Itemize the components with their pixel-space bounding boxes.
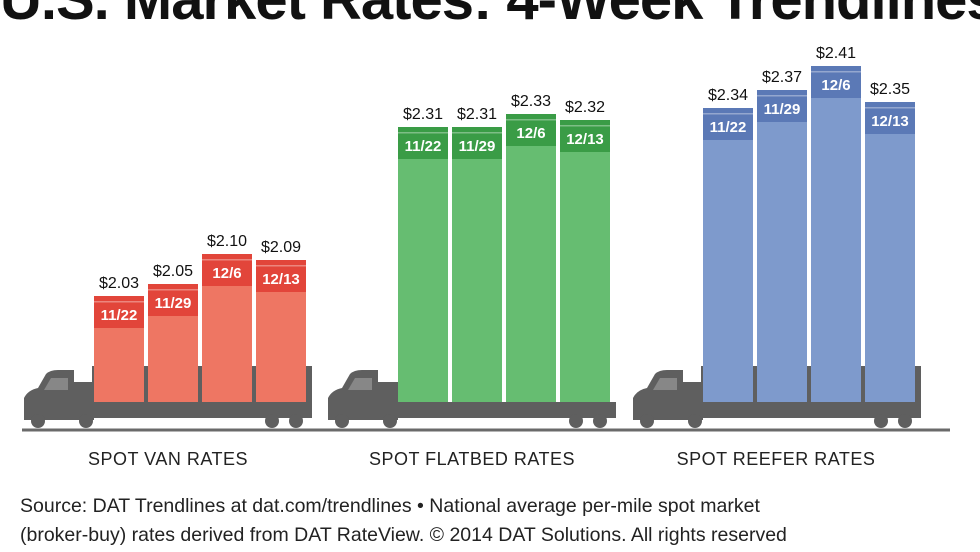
van-bar-band-line-4 (256, 265, 306, 267)
reefer-truck-cab (633, 370, 683, 420)
reefer-truck-wheel-4 (898, 414, 912, 428)
van-date-label-1: 11/22 (101, 307, 138, 324)
van-truck-wheel-4 (289, 414, 303, 428)
flatbed-truck-cab (328, 370, 378, 420)
reefer-bar-4 (865, 102, 915, 402)
flatbed-truck-chassis (358, 410, 616, 418)
flatbed-date-label-2: 11/29 (459, 138, 496, 155)
van-bar-band-line-3 (202, 259, 252, 261)
flatbed-truck-wheel-1 (335, 414, 349, 428)
flatbed-date-label-3: 12/6 (516, 125, 545, 142)
van-bar-band-3 (202, 254, 252, 286)
reefer-truck-wheel-2 (688, 414, 702, 428)
flatbed-bar-band-3 (506, 114, 556, 146)
reefer-price-label-4: $2.35 (870, 81, 910, 98)
van-truck-wheel-1 (31, 414, 45, 428)
van-date-label-4: 12/13 (262, 271, 300, 288)
flatbed-rate-bars: 11/22 $2.31 11/29 $2.31 12/6 $2.33 12/13 $2.32 (398, 93, 610, 402)
van-price-label-2: $2.05 (153, 263, 193, 280)
flatbed-chart-label: SPOT FLATBED RATES (369, 449, 575, 469)
source-line-1: Source: DAT Trendlines at dat.com/trendl… (20, 495, 760, 517)
flatbed-bar-band-line-2 (452, 132, 502, 134)
van-truck-wheel-3 (265, 414, 279, 428)
source-line-2: (broker-buy) rates derived from DAT Rate… (20, 524, 787, 546)
reefer-bar-band-line-2 (757, 95, 807, 97)
flatbed-truck-wheel-3 (569, 414, 583, 428)
van-truck-wheel-2 (79, 414, 93, 428)
flatbed-date-label-4: 12/13 (566, 131, 604, 148)
reefer-bar-band-line-3 (811, 71, 861, 73)
flatbed-price-label-2: $2.31 (457, 106, 497, 123)
flatbed-truck-deck (394, 402, 616, 412)
flatbed-bar-band-4 (560, 120, 610, 152)
reefer-bar-band-line-1 (703, 113, 753, 115)
flatbed-bar-1 (398, 127, 448, 402)
flatbed-bar-band-2 (452, 127, 502, 159)
van-truck-chassis (54, 410, 312, 418)
flatbed-bar-band-line-1 (398, 132, 448, 134)
van-bar-band-1 (94, 296, 144, 328)
flatbed-bar-4 (560, 120, 610, 402)
reefer-bar-2 (757, 90, 807, 402)
flatbed-bar-3 (506, 114, 556, 402)
van-date-label-2: 11/29 (155, 295, 192, 312)
van-bar-band-2 (148, 284, 198, 316)
source-note: Source: DAT Trendlines at dat.com/trendl… (20, 492, 960, 550)
flatbed-truck-wheel-2 (383, 414, 397, 428)
reefer-truck-wheel-3 (874, 414, 888, 428)
reefer-date-label-1: 11/22 (710, 119, 747, 136)
flatbed-truck-wheel-4 (593, 414, 607, 428)
chart-labels: SPOT VAN RATES SPOT FLATBED RATES SPOT REE… (88, 449, 875, 469)
reefer-bar-1 (703, 108, 753, 402)
van-chart-label: SPOT VAN RATES (88, 449, 248, 469)
flatbed-date-label-1: 11/22 (405, 138, 442, 155)
reefer-bar-band-1 (703, 108, 753, 140)
flatbed-price-label-4: $2.32 (565, 99, 605, 116)
van-bar-band-line-2 (148, 289, 198, 291)
flatbed-truck-icon (328, 370, 616, 428)
flatbed-bar-band-line-4 (560, 125, 610, 127)
flatbed-truck-window (348, 378, 372, 390)
van-price-label-1: $2.03 (99, 275, 139, 292)
flatbed-bar-band-line-3 (506, 119, 556, 121)
van-rate-bars: 11/22 $2.03 11/29 $2.05 12/6 $2.10 12/13 $2.09 (94, 233, 306, 402)
reefer-bar-3 (811, 66, 861, 402)
reefer-chart-label: SPOT REEFER RATES (677, 449, 876, 469)
van-price-label-3: $2.10 (207, 233, 247, 250)
flatbed-price-label-3: $2.33 (511, 93, 551, 110)
reefer-bar-band-3 (811, 66, 861, 98)
van-price-label-4: $2.09 (261, 239, 301, 256)
reefer-bar-band-4 (865, 102, 915, 134)
van-bar-band-4 (256, 260, 306, 292)
flatbed-price-label-1: $2.31 (403, 106, 443, 123)
reefer-price-label-3: $2.41 (816, 45, 856, 62)
flatbed-bar-2 (452, 127, 502, 402)
van-truck-window (44, 378, 68, 390)
reefer-date-label-4: 12/13 (871, 113, 909, 130)
reefer-price-label-1: $2.34 (708, 87, 748, 104)
reefer-truck-wheel-1 (640, 414, 654, 428)
reefer-date-label-3: 12/6 (821, 77, 850, 94)
reefer-price-label-2: $2.37 (762, 69, 802, 86)
van-truck-cab (24, 370, 74, 420)
reefer-rate-bars: 11/22 $2.34 11/29 $2.37 12/6 $2.41 12/13 $2.35 (703, 45, 915, 402)
flatbed-bar-band-1 (398, 127, 448, 159)
reefer-bar-band-line-4 (865, 107, 915, 109)
van-bar-band-line-1 (94, 301, 144, 303)
chart-title: U.S. Market Rates: 4-Week Trendlines (0, 0, 980, 33)
reefer-bar-band-2 (757, 90, 807, 122)
reefer-date-label-2: 11/29 (764, 101, 801, 118)
van-date-label-3: 12/6 (212, 265, 241, 282)
reefer-truck-window (653, 378, 677, 390)
reefer-truck-chassis (663, 410, 921, 418)
